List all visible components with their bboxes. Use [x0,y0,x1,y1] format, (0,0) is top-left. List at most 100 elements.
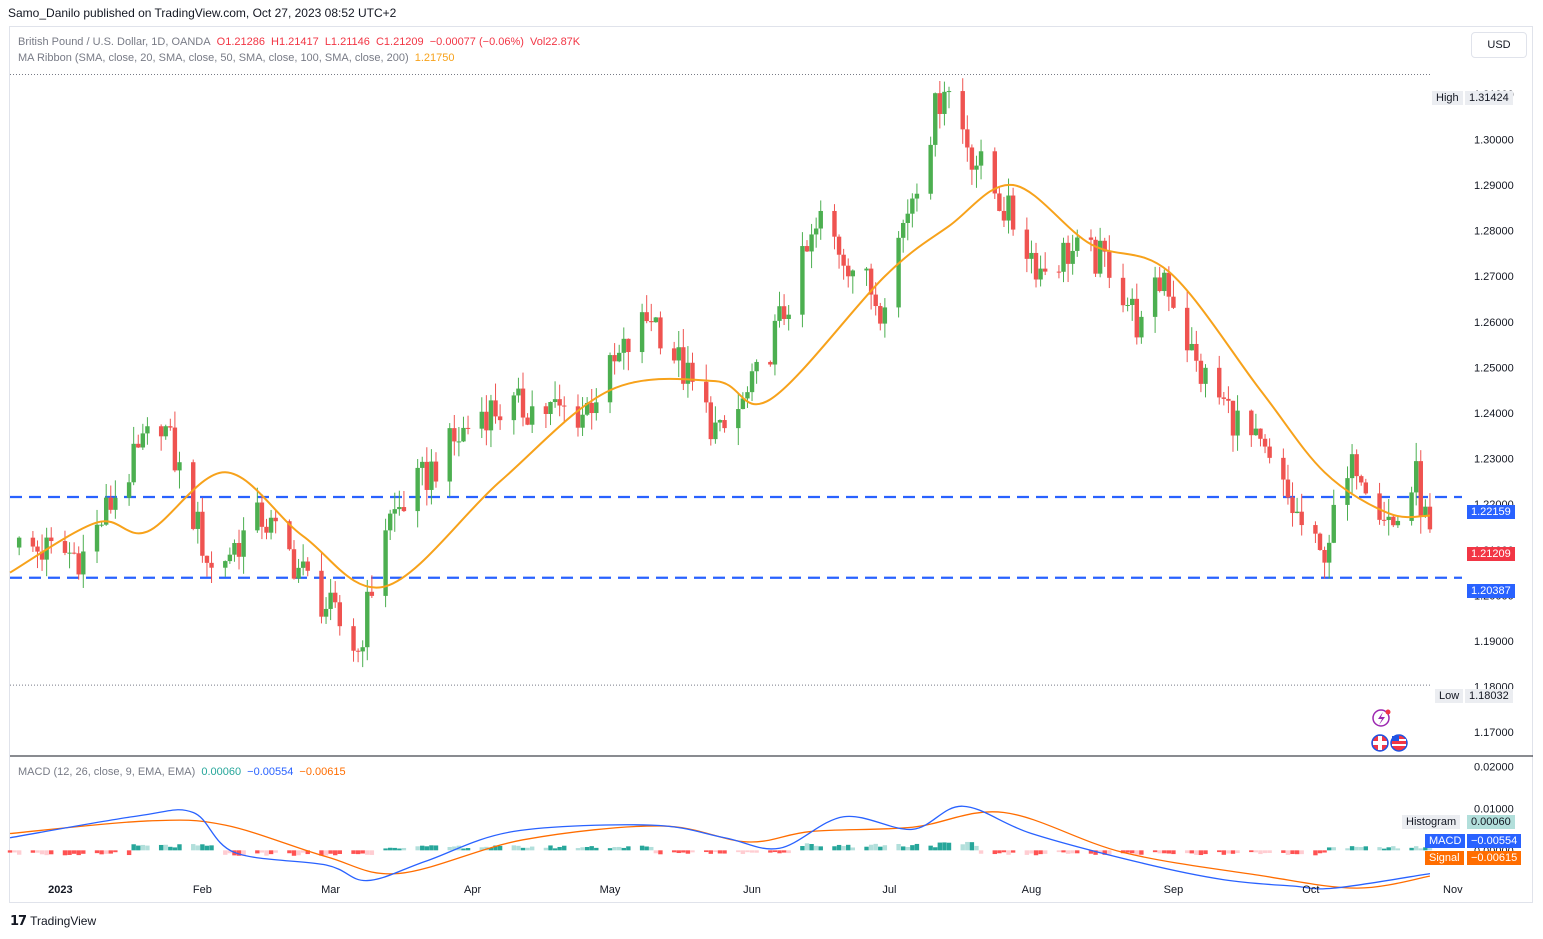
candle-body[interactable] [30,537,36,547]
candle-body[interactable] [1065,242,1071,264]
candle-body[interactable] [1258,428,1263,439]
candle-body[interactable] [781,306,787,319]
candle-body[interactable] [1226,398,1231,401]
candle-body[interactable] [671,348,677,361]
candle-body[interactable] [291,549,297,579]
candle-body[interactable] [1010,195,1016,230]
candle-body[interactable] [452,428,457,442]
candle-body[interactable] [548,402,553,414]
candle-body[interactable] [1299,511,1304,526]
candle-body[interactable] [1294,511,1300,514]
candle-body[interactable] [1391,516,1396,526]
candle-body[interactable] [997,193,1002,211]
candle-body[interactable] [333,592,338,603]
candle-body[interactable] [740,398,746,410]
candle-body[interactable] [616,352,622,362]
candle-body[interactable] [708,402,714,440]
candle-body[interactable] [745,392,750,399]
candle-body[interactable] [1217,367,1222,398]
candle-body[interactable] [562,405,567,407]
candle-body[interactable] [717,420,723,423]
candle-body[interactable] [456,441,462,443]
candle-body[interactable] [768,361,773,365]
candle-body[interactable] [639,312,645,353]
candle-body[interactable] [204,555,210,563]
candle-body[interactable] [937,93,943,114]
candle-body[interactable] [488,400,494,431]
candle-body[interactable] [1359,476,1364,483]
candle-body[interactable] [195,511,200,529]
candle-body[interactable] [850,270,856,277]
candle-body[interactable] [191,462,196,529]
candle-body[interactable] [1331,504,1336,543]
candle-body[interactable] [140,433,146,448]
candle-body[interactable] [1317,533,1323,550]
candle-body[interactable] [626,338,631,353]
candle-body[interactable] [1203,367,1208,384]
candle-body[interactable] [978,151,984,166]
candle-body[interactable] [1386,516,1391,521]
candle-body[interactable] [300,561,306,568]
candle-body[interactable] [704,381,709,403]
candle-body[interactable] [644,312,649,322]
candle-body[interactable] [360,647,365,652]
candle-body[interactable] [35,546,40,552]
candle-body[interactable] [1120,277,1126,306]
candle-body[interactable] [71,552,77,554]
candle-body[interactable] [1042,268,1048,272]
candle-body[interactable] [594,402,599,414]
candle-body[interactable] [786,314,791,319]
candle-body[interactable] [1267,446,1272,458]
candle-body[interactable] [1409,492,1414,521]
signal-line[interactable] [9,811,1431,889]
candle-body[interactable] [846,265,851,277]
candle-body[interactable] [136,443,141,448]
candle-body[interactable] [305,561,310,571]
candle-body[interactable] [777,306,782,321]
candle-body[interactable] [264,526,269,533]
candle-body[interactable] [323,608,329,617]
candle-body[interactable] [131,443,136,483]
candle-body[interactable] [1157,277,1162,292]
candle-body[interactable] [387,513,393,531]
candle-body[interactable] [882,307,888,324]
candle-body[interactable] [580,414,585,428]
candle-body[interactable] [296,567,301,579]
candle-body[interactable] [145,426,150,434]
candle-body[interactable] [681,347,686,384]
candle-body[interactable] [1413,461,1419,493]
candle-body[interactable] [420,461,425,468]
candle-body[interactable] [337,602,342,627]
candle-body[interactable] [255,502,260,531]
candle-body[interactable] [1075,237,1080,251]
candle-body[interactable] [690,362,695,382]
candle-body[interactable] [62,541,68,553]
candle-body[interactable] [974,165,979,170]
candle-body[interactable] [1326,542,1332,563]
candle-body[interactable] [94,524,100,552]
candle-body[interactable] [992,151,997,194]
candle-body[interactable] [493,400,498,417]
candle-body[interactable] [461,427,466,442]
candle-body[interactable] [832,210,837,237]
currency-button[interactable]: USD [1471,32,1527,58]
candle-body[interactable] [722,420,727,429]
candle-body[interactable] [49,537,54,542]
candle-body[interactable] [621,338,626,353]
candle-body[interactable] [910,198,915,214]
candle-body[interactable] [1194,343,1199,361]
candle-body[interactable] [126,482,132,498]
candle-body[interactable] [914,193,920,199]
candle-body[interactable] [1423,506,1428,516]
candle-body[interactable] [1139,316,1144,338]
candle-body[interactable] [401,507,407,512]
candle-body[interactable] [81,551,86,575]
candle-body[interactable] [607,355,613,403]
candle-body[interactable] [809,234,814,252]
candle-body[interactable] [772,320,778,365]
flag-icon-gb[interactable] [1371,734,1389,752]
candle-body[interactable] [1033,252,1039,280]
candle-body[interactable] [172,427,178,471]
macd-name[interactable]: MACD (12, 26, close, 9, EMA, EMA) [18,766,196,778]
candle-body[interactable] [1162,272,1167,292]
